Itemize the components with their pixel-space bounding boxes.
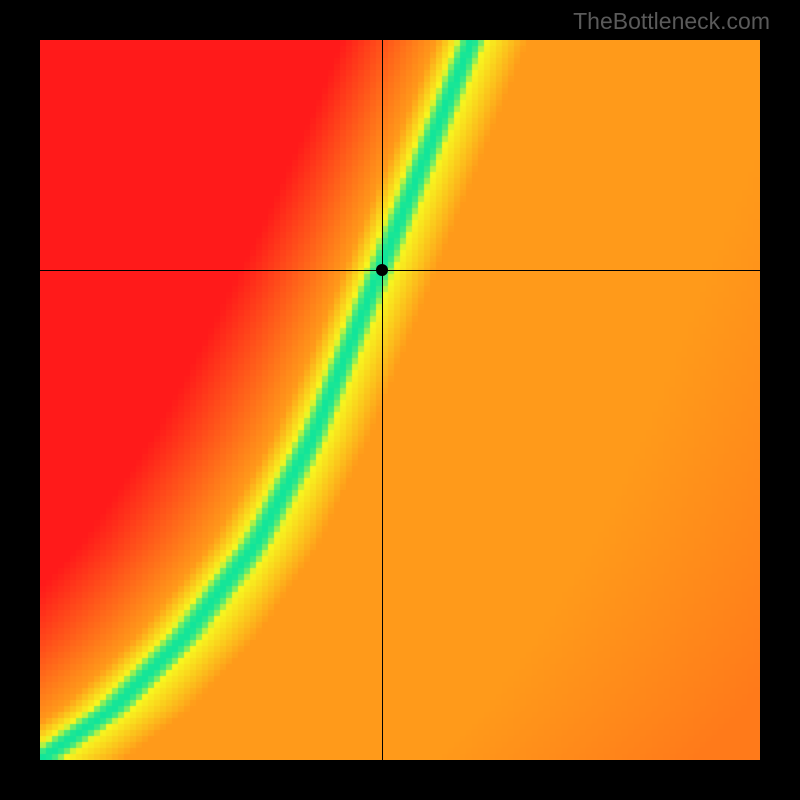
plot-area — [40, 40, 760, 760]
chart-container: TheBottleneck.com — [0, 0, 800, 800]
crosshair-horizontal — [40, 270, 760, 271]
heatmap-canvas — [40, 40, 760, 760]
marker-dot — [376, 264, 388, 276]
watermark-text: TheBottleneck.com — [573, 8, 770, 35]
crosshair-vertical — [382, 40, 383, 760]
